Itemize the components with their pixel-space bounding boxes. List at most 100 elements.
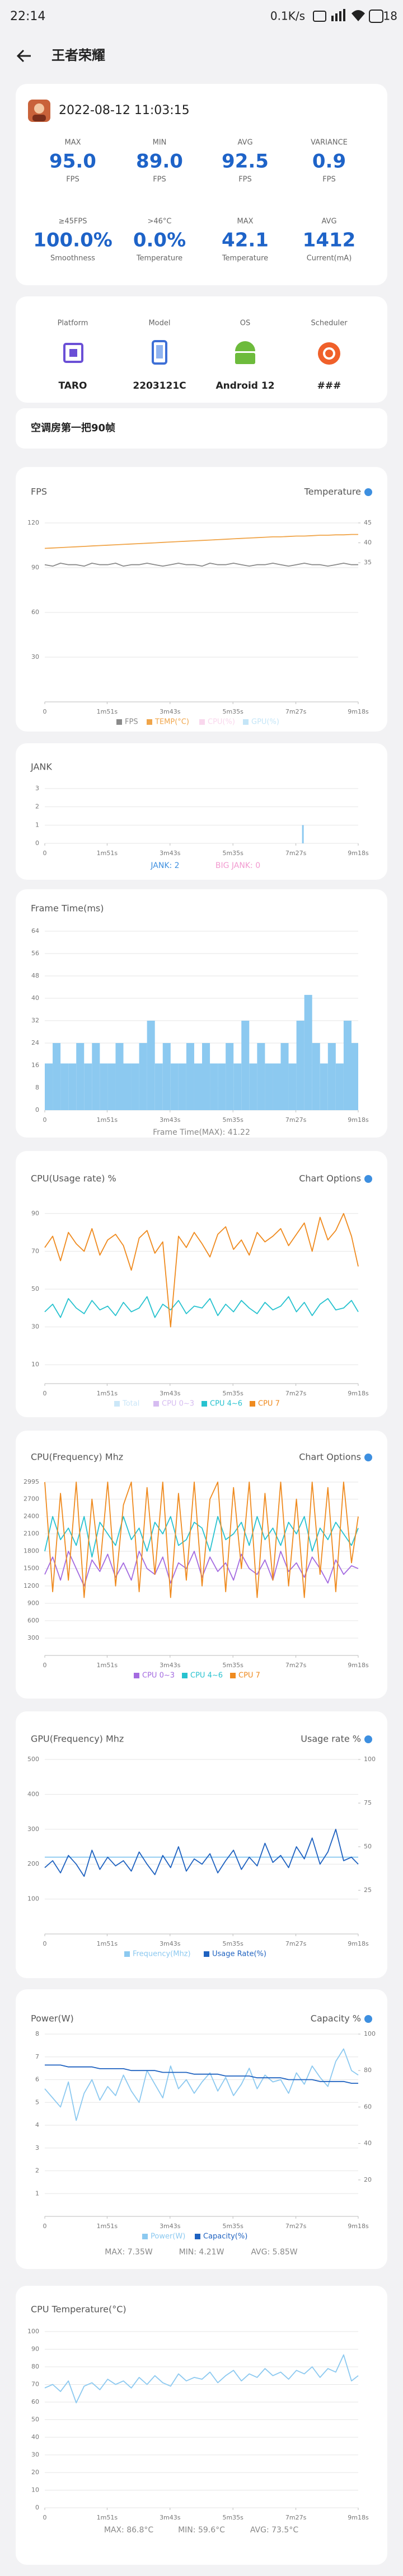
y-tick-label: 64 — [31, 927, 39, 935]
chart-option: Usage rate % — [301, 1734, 361, 1744]
bar — [265, 1063, 273, 1110]
series-line — [44, 563, 358, 567]
y2-tick-label: 80 — [364, 2067, 372, 2074]
bar — [76, 1043, 85, 1110]
stat-unit: Temperature — [222, 254, 268, 263]
legend-label: CPU 4~6 — [210, 1400, 242, 1408]
x-tick-label: 9m18s — [348, 1390, 369, 1397]
x-tick-label: 5m35s — [222, 850, 243, 857]
chart-note: MIN: 59.6°C — [178, 2526, 225, 2535]
y-tick-label: 90 — [31, 2346, 39, 2353]
legend-swatch — [243, 719, 249, 725]
x-tick-label: 3m43s — [160, 1390, 181, 1397]
x-tick-label: 7m27s — [285, 1940, 307, 1947]
y-tick-label: 90 — [31, 564, 39, 571]
status-time: 22:14 — [10, 10, 45, 23]
x-tick-label: 5m35s — [222, 708, 243, 715]
bar — [233, 1063, 242, 1110]
series-line — [44, 1516, 359, 1558]
legend-label: Usage Rate(%) — [212, 1950, 266, 1959]
bar — [139, 1043, 147, 1110]
legend-swatch — [250, 1401, 255, 1407]
x-tick-label: 1m51s — [97, 1940, 118, 1947]
chart-option: Capacity % — [311, 2013, 361, 2024]
y-tick-label: 10 — [31, 1361, 39, 1368]
x-tick-label: 9m18s — [348, 2514, 369, 2521]
y2-tick-label: 40 — [364, 539, 372, 546]
y-tick-label: 2 — [35, 803, 39, 810]
y-tick-label: 60 — [31, 2398, 39, 2405]
y-tick-label: 2995 — [24, 1478, 39, 1485]
y-tick-label: 50 — [31, 1285, 39, 1292]
legend-swatch — [142, 2234, 148, 2239]
chart-note: JANK: 2 — [150, 861, 179, 870]
device-label: Scheduler — [311, 319, 348, 328]
y-tick-label: 20 — [31, 2469, 39, 2476]
x-tick-label: 7m27s — [285, 1662, 307, 1669]
bar — [335, 1063, 344, 1110]
y-tick-label: 4 — [35, 2121, 39, 2129]
x-tick-label: 3m43s — [160, 1940, 181, 1947]
y-tick-label: 24 — [31, 1039, 39, 1046]
option-icon — [364, 1735, 372, 1743]
bar — [343, 1021, 352, 1110]
legend-swatch — [134, 1673, 139, 1678]
y-tick-label: 100 — [27, 1895, 39, 1903]
bar — [92, 1043, 100, 1110]
legend-label: CPU 0~3 — [142, 1672, 175, 1680]
x-tick-label: 1m51s — [97, 1662, 118, 1669]
stat-label: ≥45FPS — [58, 218, 87, 226]
x-tick-label: 7m27s — [285, 2514, 307, 2521]
legend-swatch — [182, 1673, 188, 1678]
y-tick-label: 8 — [35, 1084, 39, 1091]
bar — [170, 1063, 179, 1110]
bar — [123, 1063, 132, 1110]
y-tick-label: 6 — [35, 2076, 39, 2083]
y-tick-label: 90 — [31, 1210, 39, 1217]
bar — [107, 1063, 116, 1110]
x-tick-label: 0 — [43, 2223, 47, 2230]
y-tick-label: 2400 — [24, 1513, 39, 1520]
series-line — [44, 2048, 359, 2121]
y2-tick-label: 75 — [364, 1799, 372, 1806]
device-label: Platform — [58, 319, 88, 328]
option-icon — [364, 1175, 372, 1183]
y2-tick-label: 50 — [364, 1843, 372, 1850]
x-tick-label: 9m18s — [348, 708, 369, 715]
chart-title: CPU(Frequency) Mhz — [31, 1452, 123, 1462]
stat-unit: Temperature — [136, 254, 182, 263]
device-value: ### — [317, 380, 341, 391]
legend-label: Capacity(%) — [203, 2233, 247, 2241]
y-tick-label: 600 — [27, 1617, 39, 1624]
x-tick-label: 3m43s — [160, 850, 181, 857]
x-tick-label: 9m18s — [348, 2223, 369, 2230]
y-tick-label: 40 — [31, 2433, 39, 2441]
y2-tick-label: 45 — [364, 519, 372, 526]
stat-unit: Current(mA) — [307, 254, 352, 263]
bar — [218, 1063, 226, 1110]
device-value: Android 12 — [215, 380, 274, 391]
back-button[interactable] — [16, 49, 31, 63]
legend-swatch — [124, 1951, 130, 1957]
y2-tick-label: 40 — [364, 2140, 372, 2147]
cards — [16, 84, 387, 2565]
y2-tick-label: 25 — [364, 1886, 372, 1894]
bar — [288, 1063, 297, 1110]
legend-swatch — [147, 719, 152, 725]
x-tick-label: 0 — [43, 2514, 47, 2521]
x-tick-label: 3m43s — [160, 2223, 181, 2230]
legend-label: Power(W) — [151, 2233, 185, 2241]
bar — [68, 1063, 77, 1110]
x-tick-label: 9m18s — [348, 1116, 369, 1124]
x-tick-label: 9m18s — [348, 1662, 369, 1669]
y-tick-label: 10 — [31, 2487, 39, 2494]
stat-label: MIN — [153, 139, 167, 147]
legend-label: Total — [122, 1400, 139, 1408]
legend-label: CPU(%) — [208, 718, 235, 726]
x-tick-label: 0 — [43, 708, 47, 715]
chart-title: GPU(Frequency) Mhz — [31, 1734, 124, 1744]
stat-label: >46°C — [147, 218, 171, 226]
chart-note: MAX: 7.35W — [105, 2248, 153, 2257]
